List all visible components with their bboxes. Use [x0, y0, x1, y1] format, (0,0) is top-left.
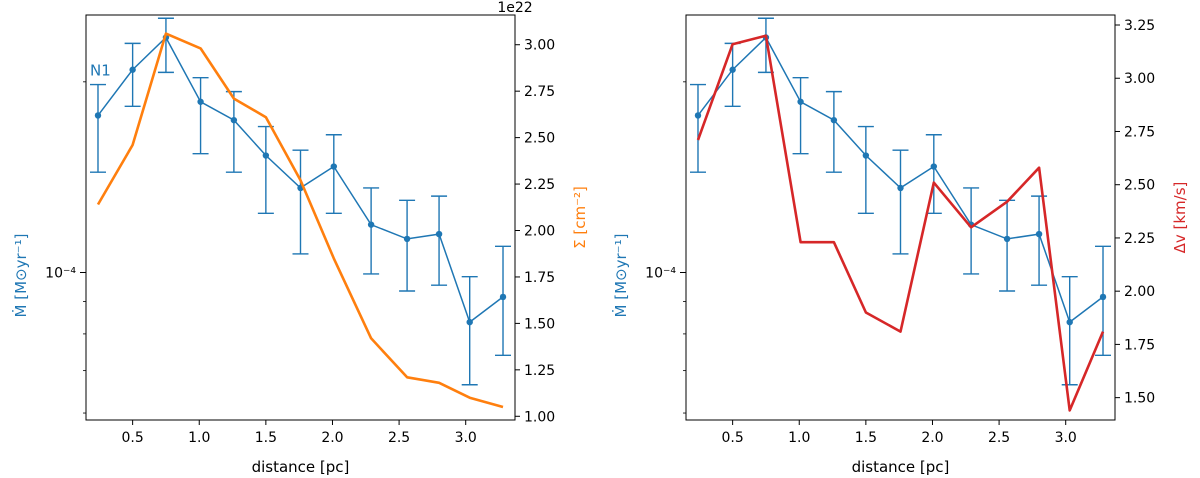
- error-bar: [461, 275, 478, 386]
- error-bar: [724, 42, 741, 107]
- right-tick-label: 1.00: [524, 409, 555, 425]
- x-axis-label: distance [pc]: [252, 458, 350, 476]
- error-bar: [192, 77, 209, 155]
- data-point: [466, 318, 473, 326]
- x-axis-label: distance [pc]: [852, 458, 950, 476]
- error-bar: [363, 187, 380, 275]
- right-tick-label: 2.00: [1124, 284, 1155, 300]
- chart-panel-delta-v: 0.5 1.0 1.5 2.0 2.5 3.0 distance [pc] 10⁻⁴ Ṁ [M⊙…: [611, 14, 1189, 476]
- right-tick-label: 2.50: [524, 131, 555, 147]
- data-point: [897, 184, 904, 192]
- x-tick-label: 1.5: [855, 430, 877, 446]
- data-point: [930, 163, 938, 170]
- x-tick-label: 0.5: [121, 430, 143, 446]
- data-point: [94, 112, 102, 119]
- chart-panel-sigma: 0.5 1.0 1.5 2.0 2.5 3.0 distance [pc] 10⁻⁴ Ṁ [M⊙…: [11, 0, 589, 476]
- error-bar: [892, 149, 909, 255]
- error-bar: [1095, 245, 1112, 357]
- error-bar: [399, 199, 416, 292]
- data-point: [129, 66, 136, 73]
- right-tick-label: 1.25: [524, 363, 555, 379]
- series-line-sigma: [96, 32, 504, 409]
- x-tick-label: 2.5: [388, 430, 410, 446]
- data-point: [797, 98, 804, 105]
- error-bar: [857, 125, 874, 215]
- error-bar: [792, 77, 809, 155]
- data-point: [862, 152, 870, 159]
- left-tick-label: 10⁻⁴: [45, 266, 76, 282]
- error-bar: [825, 90, 842, 173]
- data-point: [1099, 293, 1107, 301]
- x-tick-label: 0.5: [721, 430, 743, 446]
- error-bar: [292, 149, 309, 255]
- data-point: [499, 293, 507, 301]
- error-bar: [999, 199, 1016, 292]
- data-point: [230, 116, 238, 124]
- error-bar: [1061, 275, 1078, 386]
- right-tick-label: 2.50: [1124, 178, 1155, 194]
- x-tick-label: 1.5: [255, 430, 277, 446]
- x-tick-label: 1.0: [788, 430, 810, 446]
- data-point: [197, 98, 204, 105]
- left-axis-label: Ṁ [M⊙yr⁻¹]: [11, 234, 30, 318]
- data-point: [729, 66, 736, 73]
- error-bar: [431, 195, 448, 286]
- left-tick-label: 10⁻⁴: [645, 266, 676, 282]
- data-point: [694, 112, 702, 119]
- error-bar: [257, 125, 274, 215]
- annotation-n1: N1: [90, 62, 111, 80]
- right-tick-label: 1.75: [1124, 337, 1155, 353]
- right-axis-label: Δv [km/s]: [1171, 182, 1189, 254]
- data-point: [330, 163, 338, 170]
- error-bar: [89, 83, 106, 173]
- x-tick-label: 2.0: [321, 430, 343, 446]
- data-point: [1035, 230, 1043, 238]
- error-bar: [495, 245, 512, 357]
- right-tick-label: 2.00: [524, 224, 555, 240]
- right-axis-label: Σ [cm⁻²]: [571, 186, 589, 249]
- right-tick-label: 2.25: [1124, 231, 1155, 247]
- right-tick-label: 2.75: [524, 84, 555, 100]
- data-point: [1003, 235, 1011, 243]
- right-tick-label: 2.75: [1124, 124, 1155, 140]
- right-tick-label: 2.25: [524, 177, 555, 193]
- left-axis-label: Ṁ [M⊙yr⁻¹]: [611, 234, 630, 318]
- x-tick-label: 3.0: [1055, 430, 1077, 446]
- data-point: [830, 116, 838, 124]
- error-bar: [325, 134, 342, 215]
- data-point: [435, 230, 443, 238]
- data-point: [403, 235, 411, 243]
- error-bar: [963, 187, 980, 275]
- plot-frame: [685, 14, 1116, 421]
- error-bar: [925, 134, 942, 215]
- right-tick-label: 3.00: [524, 38, 555, 54]
- x-tick-label: 2.0: [921, 430, 943, 446]
- data-point: [1066, 318, 1073, 326]
- right-tick-label: 3.00: [1124, 71, 1155, 87]
- x-tick-label: 2.5: [988, 430, 1010, 446]
- data-point: [262, 152, 270, 159]
- right-axis-offset: 1e22: [497, 0, 532, 16]
- error-bar: [124, 42, 141, 107]
- right-tick-label: 1.50: [1124, 391, 1155, 407]
- right-tick-label: 1.50: [524, 316, 555, 332]
- error-bar: [689, 83, 706, 173]
- series-line-delta-v: [696, 34, 1105, 412]
- error-bar: [157, 17, 174, 74]
- plot-frame: [85, 14, 516, 421]
- error-bar: [1031, 195, 1048, 286]
- right-tick-label: 1.75: [524, 270, 555, 286]
- right-tick-label: 3.25: [1124, 18, 1155, 34]
- x-tick-label: 3.0: [455, 430, 477, 446]
- data-point: [367, 221, 375, 228]
- x-tick-label: 1.0: [188, 430, 210, 446]
- error-bar: [225, 90, 242, 173]
